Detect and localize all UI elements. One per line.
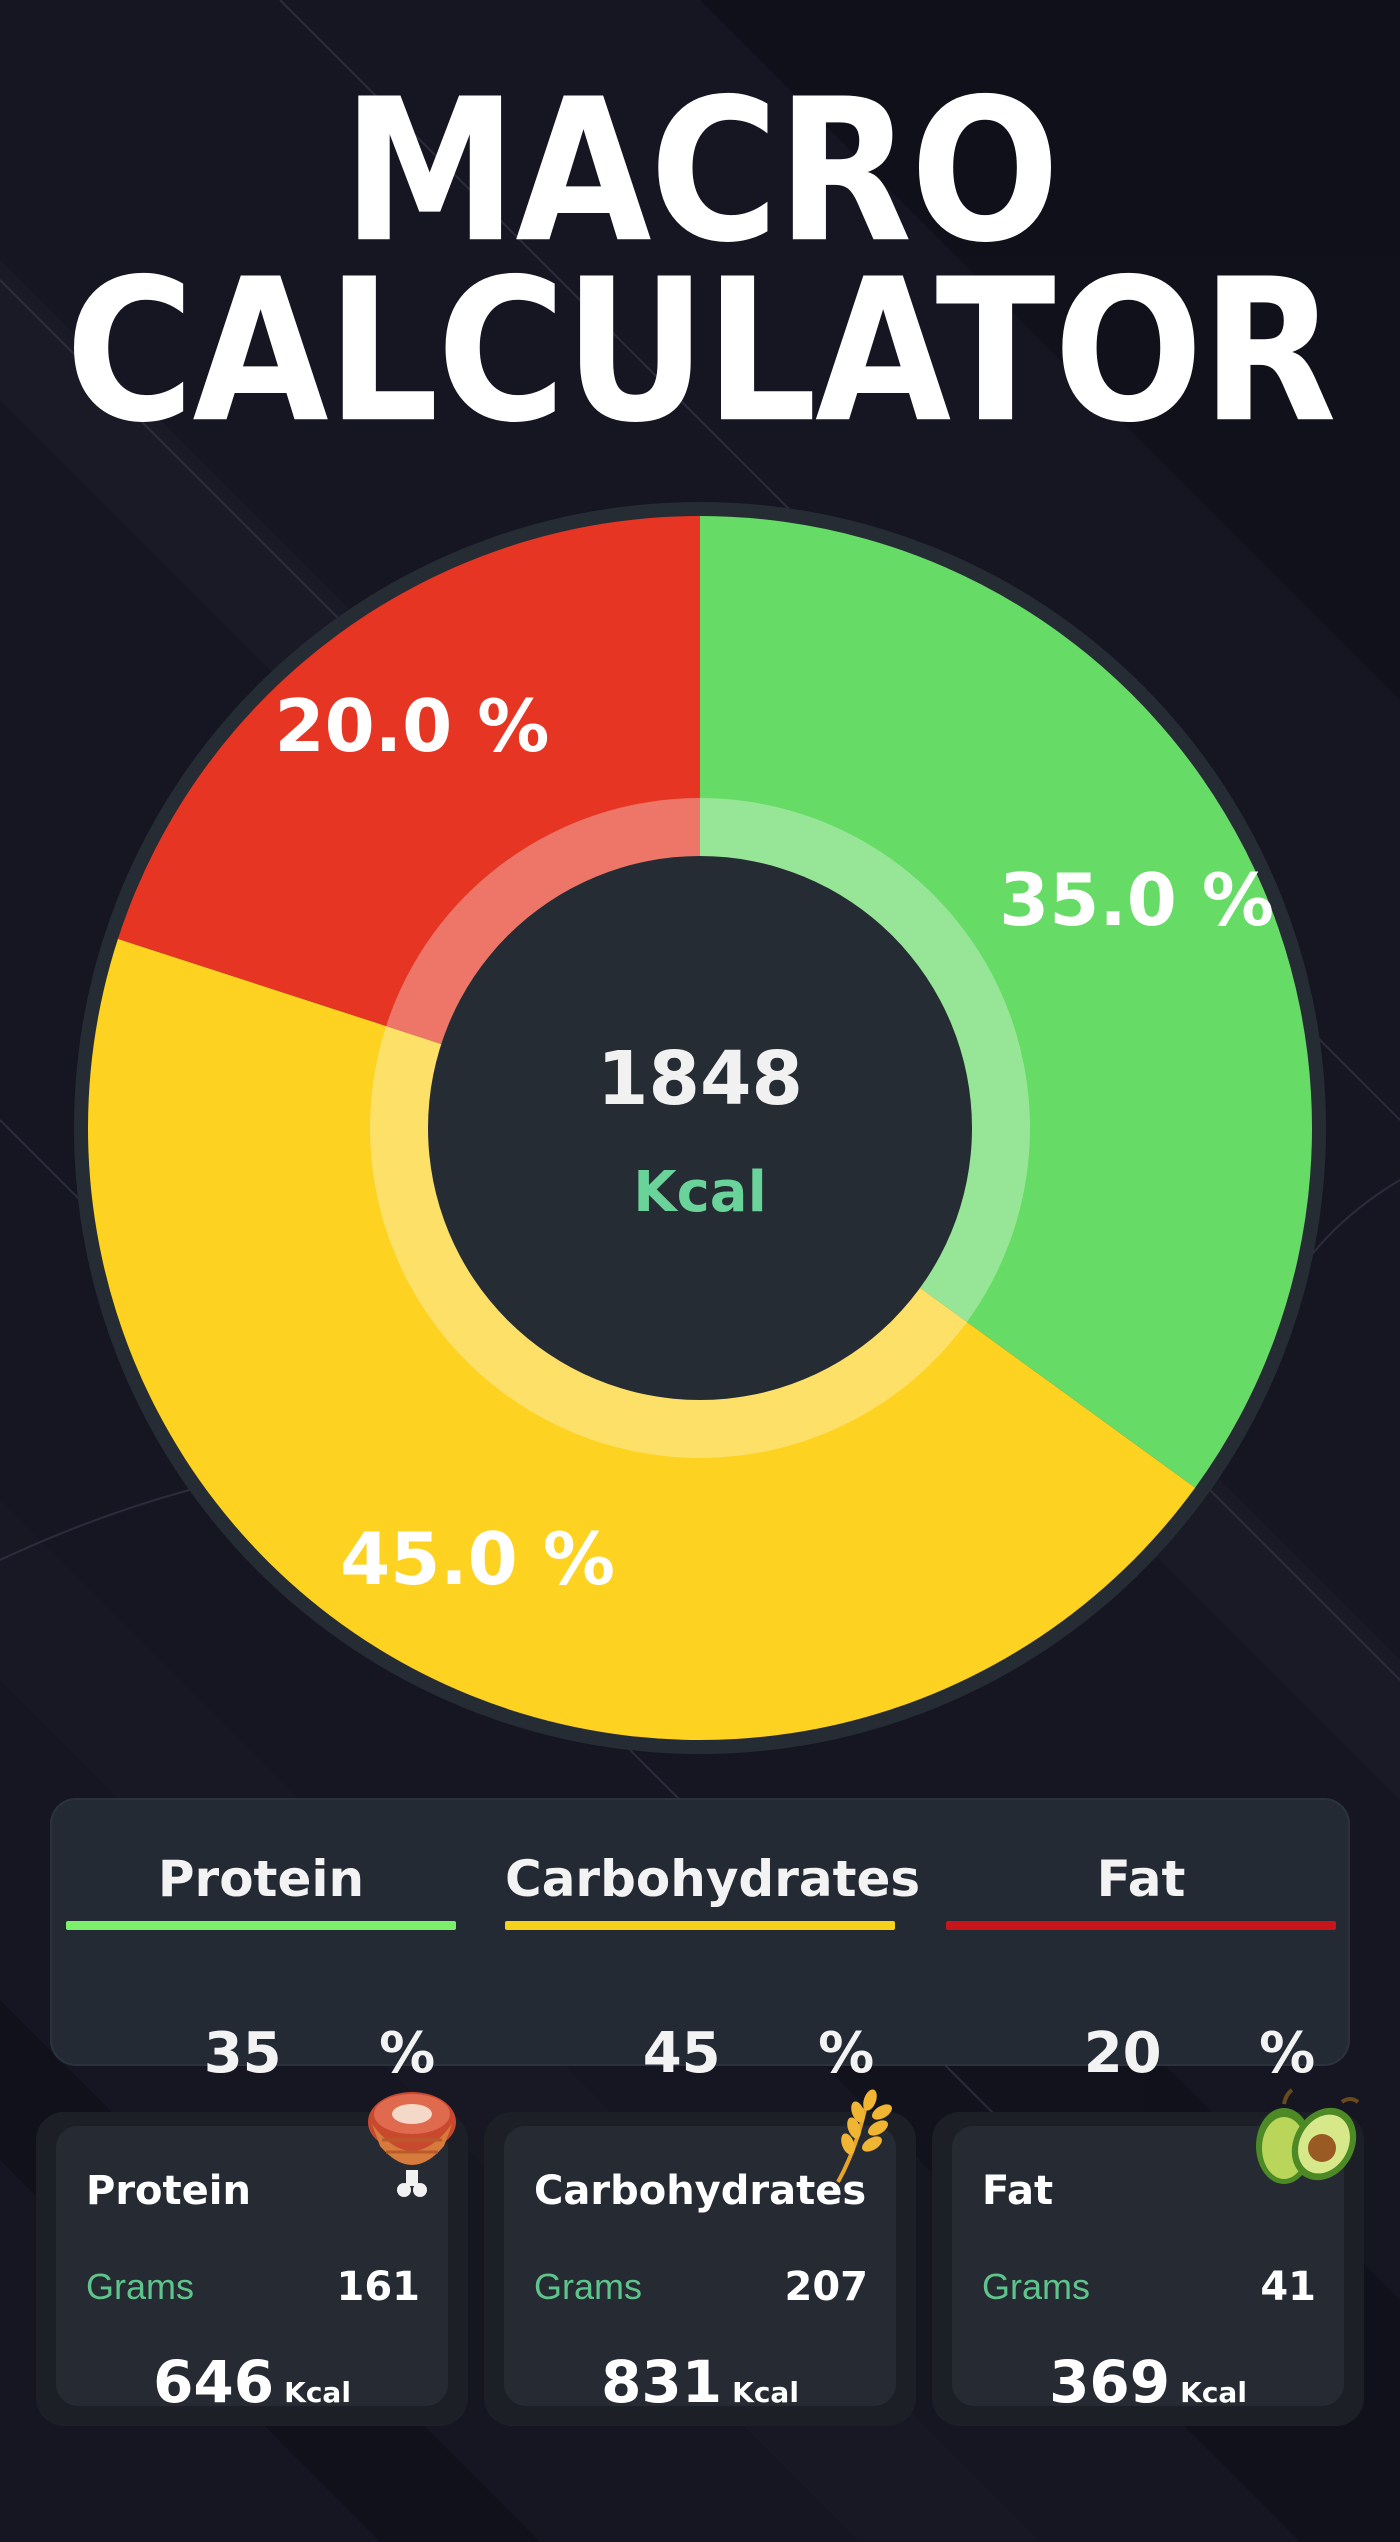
fat-percent-column[interactable]: Fat 20 % [946, 1798, 1336, 2086]
carbohydrates-grams-value: 207 [784, 2264, 869, 2310]
inner-ring-protein [700, 798, 1030, 1322]
avocado-icon [1256, 2088, 1360, 2184]
carbohydrates-card-title: Carbohydrates [534, 2168, 867, 2214]
app-title-line1: MACRO [342, 56, 1060, 287]
protein-kcal-unit: Kcal [284, 2376, 351, 2409]
fat-kcal: 369 Kcal [952, 2348, 1344, 2416]
protein-card[interactable]: Protein Grams 161 646 Kcal [36, 2092, 468, 2426]
carbohydrates-grams-label: Grams [534, 2266, 642, 2307]
total-calories-value: 1848 [597, 1036, 803, 1122]
fat-card[interactable]: Fat Grams 41 369 Kcal [932, 2088, 1364, 2426]
fat-percent-value[interactable]: 20 % [946, 1956, 1336, 2151]
slice-fat [117, 516, 700, 1045]
slice-label-carbohydrates: 45.0 % [340, 1517, 615, 1601]
wheat-icon [836, 2089, 892, 2183]
protein-percent-label: Protein [157, 1850, 365, 1908]
protein-kcal: 646 Kcal [56, 2348, 448, 2416]
macro-percent-panel: Protein 35 % Carbohydrates 45 % Fat 20 % [50, 1798, 1350, 2086]
protein-grams-value: 161 [336, 2264, 421, 2310]
carbohydrates-percent-column[interactable]: Carbohydrates 45 % [505, 1798, 921, 2086]
fat-card-body: Fat Grams 41 369 Kcal [952, 2126, 1344, 2416]
fat-percent-sign: % [1259, 2021, 1316, 2086]
slice-protein [700, 516, 1313, 1488]
protein-grams-label: Grams [86, 2266, 194, 2307]
fat-card-title: Fat [982, 2168, 1054, 2214]
protein-percent-value[interactable]: 35 % [66, 1956, 456, 2151]
protein-color-bar [66, 1921, 456, 1930]
total-calories-unit: Kcal [633, 1160, 767, 1225]
carbohydrates-kcal-unit: Kcal [732, 2376, 799, 2409]
carbohydrates-percent-label: Carbohydrates [505, 1850, 921, 1908]
carbohydrates-percent-value[interactable]: 45 % [505, 1956, 895, 2151]
protein-kcal-value: 646 [153, 2348, 275, 2416]
fat-color-bar [946, 1921, 1336, 1930]
slice-label-fat: 20.0 % [275, 684, 550, 768]
fat-grams-value: 41 [1260, 2264, 1316, 2310]
carbohydrates-kcal-value: 831 [601, 2348, 723, 2416]
protein-percent-sign: % [379, 2021, 436, 2086]
carbohydrates-percent-sign: % [818, 2021, 875, 2086]
carbohydrates-percent-number: 45 [642, 2021, 721, 2086]
inner-ring-carbohydrates [370, 1026, 967, 1458]
donut-center [428, 856, 972, 1400]
slice-carbohydrates [87, 938, 1196, 1741]
protein-card-body: Protein Grams 161 646 Kcal [56, 2126, 448, 2416]
app-title-line2: CALCULATOR [65, 236, 1337, 467]
inner-ring-fat [386, 798, 700, 1045]
meat-icon [368, 2092, 456, 2197]
protein-percent-column[interactable]: Protein 35 % [66, 1798, 456, 2086]
slice-label-protein: 35.0 % [999, 858, 1274, 942]
fat-kcal-unit: Kcal [1180, 2376, 1247, 2409]
macro-donut-chart: 35.0 % 45.0 % 20.0 % [74, 502, 1326, 1754]
protein-card-title: Protein [86, 2168, 251, 2214]
carbohydrates-kcal: 831 Kcal [504, 2348, 896, 2416]
carbohydrates-card-body: Carbohydrates Grams 207 831 Kcal [504, 2126, 896, 2416]
fat-grams-label: Grams [982, 2266, 1090, 2307]
carbohydrates-color-bar [505, 1921, 895, 1930]
protein-percent-number: 35 [203, 2021, 282, 2086]
carbohydrates-card[interactable]: Carbohydrates Grams 207 831 Kcal [484, 2089, 916, 2426]
fat-percent-number: 20 [1083, 2021, 1162, 2086]
fat-kcal-value: 369 [1049, 2348, 1171, 2416]
fat-percent-label: Fat [1096, 1850, 1186, 1908]
